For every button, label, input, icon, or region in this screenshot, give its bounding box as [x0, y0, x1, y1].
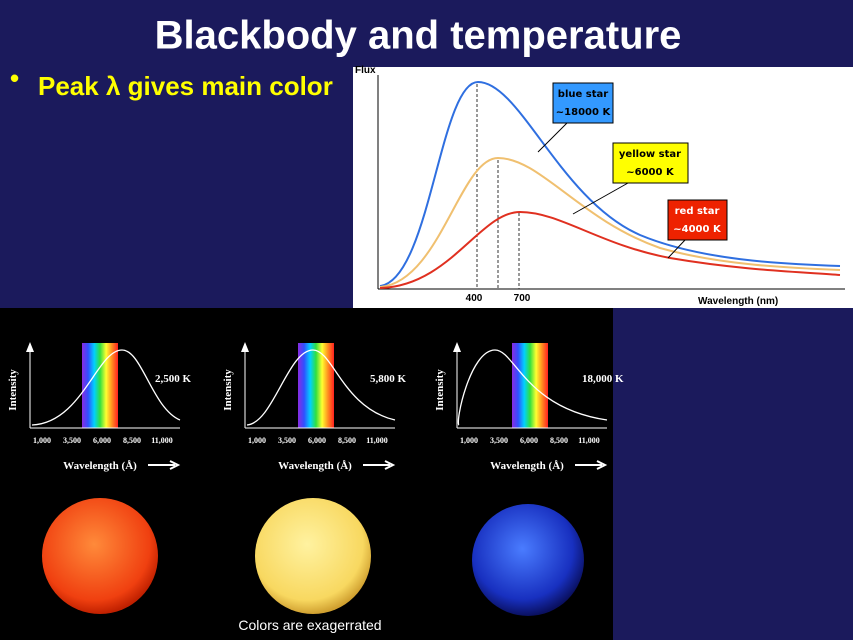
temperature: 2,500 K — [155, 373, 192, 385]
callout-temp: ~18000 K — [556, 107, 612, 118]
blue-curve — [379, 80, 841, 287]
curve — [246, 349, 396, 426]
callout-pointer — [537, 122, 568, 153]
red-star — [42, 498, 158, 614]
x-tick: 6,000 — [93, 436, 111, 445]
red-curve — [379, 210, 841, 289]
x-tick: 11,000 — [366, 436, 388, 445]
callout-box — [552, 82, 614, 124]
x-arrow — [148, 460, 181, 470]
x-tick: 400 — [466, 293, 483, 304]
x-label: Wavelength (nm) — [698, 296, 778, 307]
visible-band — [298, 343, 334, 428]
x-arrow — [363, 460, 396, 470]
x-tick: 8,500 — [338, 436, 356, 445]
x-tick: 3,500 — [278, 436, 296, 445]
callout-box — [667, 199, 728, 241]
spectra: 2,500 K Intensity 1,000 3,500 6,000 8,500 11,0… — [7, 342, 624, 472]
bullet: Peak λ gives main color — [38, 71, 333, 101]
callout-temp: ~4000 K — [673, 224, 722, 235]
x-tick: 11,000 — [151, 436, 173, 445]
curve — [457, 349, 608, 426]
y-arrow — [26, 342, 34, 352]
temperature: 5,800 K — [370, 373, 407, 385]
x-arrow — [575, 460, 608, 470]
x-label: Wavelength (Å) — [278, 460, 352, 472]
callout-temp: ~6000 K — [626, 167, 675, 178]
slide-title: Blackbody and temperature — [155, 14, 682, 58]
x-tick: 1,000 — [33, 436, 51, 445]
x-tick: 11,000 — [578, 436, 600, 445]
temperature: 18,000 K — [582, 373, 624, 385]
x-tick: 1,000 — [460, 436, 478, 445]
y-label: Flux — [355, 65, 376, 76]
y-label: Intensity — [7, 369, 19, 411]
callout-pointer — [572, 182, 629, 215]
footnote: Colors are exagerrated — [238, 617, 381, 633]
x-tick: 8,500 — [550, 436, 568, 445]
x-label: Wavelength (Å) — [63, 460, 137, 472]
callout-name: yellow star — [619, 149, 681, 160]
callout-box — [612, 142, 689, 184]
bullet-marker: • — [10, 63, 19, 93]
curve — [31, 349, 181, 426]
y-label: Intensity — [434, 369, 446, 411]
visible-band — [512, 343, 548, 428]
blue-star — [472, 504, 584, 616]
x-tick: 3,500 — [490, 436, 508, 445]
yellow-curve — [379, 156, 841, 288]
y-arrow — [241, 342, 249, 352]
flux-chart: Flux Wavelength (nm) 400 700 blue star ~… — [353, 65, 853, 308]
x-tick: 3,500 — [63, 436, 81, 445]
callout-name: blue star — [558, 89, 608, 100]
visible-band — [82, 343, 118, 428]
x-tick: 6,000 — [308, 436, 326, 445]
bullet-box: Peak λ gives main color — [38, 71, 333, 101]
x-tick: 8,500 — [123, 436, 141, 445]
yellow-star — [255, 498, 371, 614]
callout-pointer — [667, 239, 686, 259]
x-tick: 700 — [514, 293, 531, 304]
y-label: Intensity — [222, 369, 234, 411]
x-label: Wavelength (Å) — [490, 460, 564, 472]
y-arrow — [453, 342, 461, 352]
callout-name: red star — [675, 206, 720, 217]
x-tick: 6,000 — [520, 436, 538, 445]
x-tick: 1,000 — [248, 436, 266, 445]
